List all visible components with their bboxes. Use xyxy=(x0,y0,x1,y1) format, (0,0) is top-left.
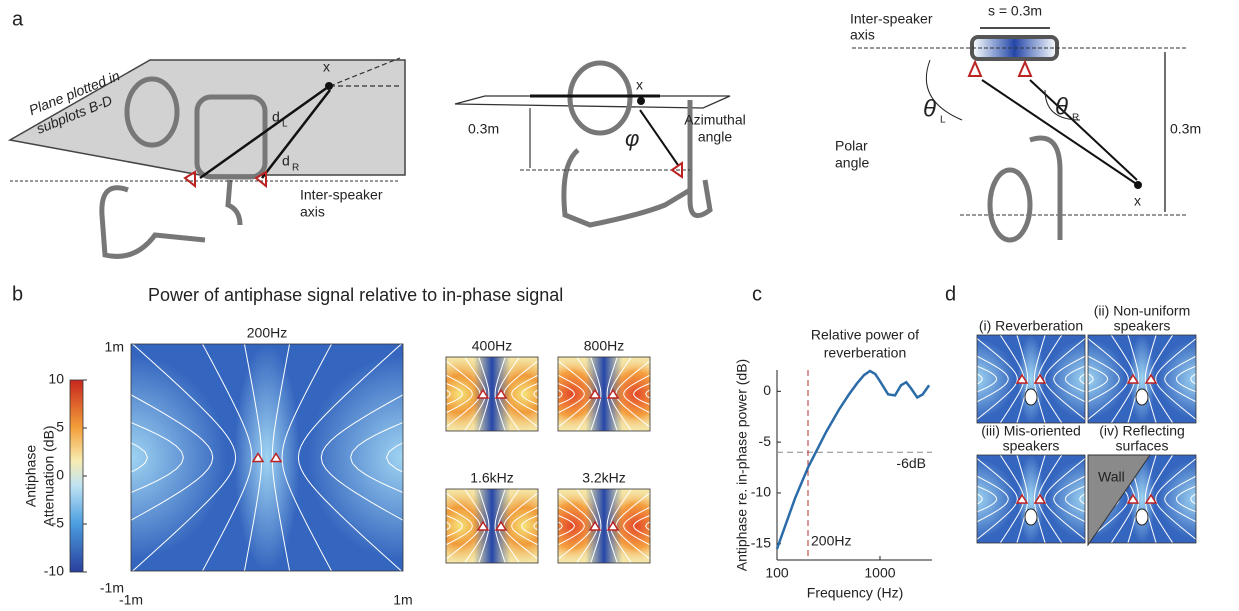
head xyxy=(1025,389,1037,405)
plot-title: 200Hz xyxy=(247,325,287,341)
y-tick-label: 0 xyxy=(763,382,771,398)
y-tick-label: -1m xyxy=(100,580,124,596)
height-label: 0.3m xyxy=(468,121,499,137)
contour xyxy=(677,489,916,563)
head xyxy=(1136,389,1148,405)
y-tick-label: -5 xyxy=(759,433,772,449)
plot-title: (iii) Mis-oriented xyxy=(981,423,1081,439)
axis-label: Inter-speaker xyxy=(300,187,383,203)
angle-label: angle xyxy=(835,155,869,171)
distance-label: d xyxy=(282,153,290,169)
contour xyxy=(660,357,844,431)
plot-title: (ii) Non-uniform xyxy=(1094,303,1190,319)
chart-title: reverberation xyxy=(824,345,907,361)
plot-title: surfaces xyxy=(1116,438,1169,454)
x-tick-label: 1000 xyxy=(864,565,895,581)
chart-title: Relative power of xyxy=(811,327,919,343)
annotation: -6dB xyxy=(896,455,926,471)
subscript: R xyxy=(292,163,299,174)
subscript: L xyxy=(940,115,946,126)
head xyxy=(1136,509,1148,525)
y-axis-label: Antiphase re. in-phase power (dB) xyxy=(734,359,750,571)
plot-title: speakers xyxy=(1003,438,1060,454)
angle-symbol: φ xyxy=(625,126,639,151)
heatmap-band xyxy=(586,357,623,431)
head xyxy=(1025,509,1037,525)
panel-title: Power of antiphase signal relative to in… xyxy=(148,285,563,305)
heatmap-band xyxy=(474,357,511,431)
subscript: R xyxy=(1072,113,1079,124)
axis-label: axis xyxy=(850,27,875,43)
angle-label: Azimuthal xyxy=(684,112,745,128)
y-tick-label: -15 xyxy=(751,534,771,550)
colorbar-tick-label: 0 xyxy=(56,467,64,483)
colorbar-label: Antiphase xyxy=(23,445,39,507)
diagram-art xyxy=(10,28,1188,256)
angle-label: Polar xyxy=(835,138,868,154)
colorbar-tick-label: 5 xyxy=(56,419,64,435)
colorbar-tick-label: 10 xyxy=(48,371,64,387)
point-label: x xyxy=(323,59,330,75)
angle-label: angle xyxy=(698,129,732,145)
plot-title: 3.2kHz xyxy=(582,470,626,486)
point-label: x xyxy=(636,77,643,93)
theta: θ xyxy=(923,95,936,122)
contour xyxy=(677,357,916,431)
subscript: L xyxy=(282,119,288,130)
plot-title: 400Hz xyxy=(472,338,512,354)
axis-label: axis xyxy=(300,204,325,220)
colorbar xyxy=(70,380,83,572)
contour xyxy=(1191,335,1239,423)
plot-title: 1.6kHz xyxy=(470,470,514,486)
heatmap-glow xyxy=(234,344,299,571)
figure: abcdPlane plotted insubplots B-DxdLdRInt… xyxy=(0,0,1239,611)
wall-label: Wall xyxy=(1098,469,1125,485)
plot-title: speakers xyxy=(1114,318,1171,334)
x-tick-label: 100 xyxy=(765,565,789,581)
distance-label: 0.3m xyxy=(1170,121,1201,137)
heatmap-band xyxy=(586,489,623,563)
axis-label: Inter-speaker xyxy=(850,11,933,27)
x-tick-label: 1m xyxy=(393,592,412,608)
panel-letter: d xyxy=(945,283,956,305)
colorbar-label: Attenuation (dB) xyxy=(41,425,57,526)
plot-title: (iv) Reflecting xyxy=(1099,423,1185,439)
x-axis-label: Frequency (Hz) xyxy=(807,585,903,601)
panel-letter: b xyxy=(12,283,23,305)
y-tick-label: -10 xyxy=(751,484,771,500)
spacing-label: s = 0.3m xyxy=(988,3,1042,19)
plot-title: (i) Reverberation xyxy=(979,318,1083,334)
contour xyxy=(660,489,844,563)
plot-title: 800Hz xyxy=(584,338,624,354)
theta: θ xyxy=(1055,93,1068,120)
heatmap-band xyxy=(474,489,511,563)
panel-letter: c xyxy=(752,283,762,305)
contour xyxy=(646,489,783,563)
contour xyxy=(1191,455,1239,543)
y-tick-label: 1m xyxy=(105,339,124,355)
annotation: 200Hz xyxy=(811,533,851,549)
distance-label: d xyxy=(272,109,280,125)
colorbar-tick-label: -10 xyxy=(44,563,64,579)
panel-letter: a xyxy=(12,8,24,30)
point-label: x xyxy=(1134,193,1141,209)
